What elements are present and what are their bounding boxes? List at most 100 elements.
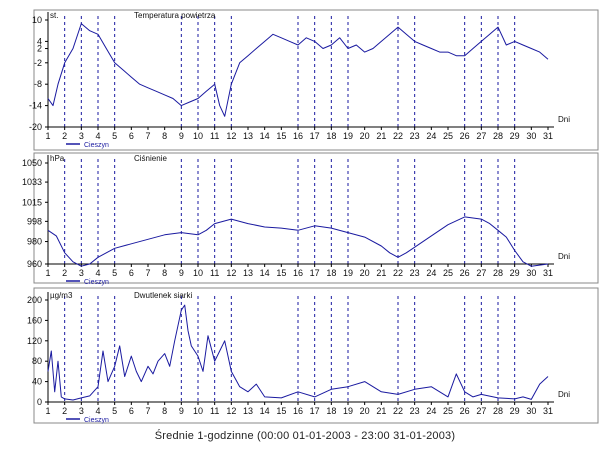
x-tick-label: 11 [210,406,219,416]
x-tick-label: 9 [179,268,184,278]
x-tick-label: 16 [293,131,303,141]
y-tick-label: 998 [27,216,42,226]
x-tick-label: 13 [243,131,253,141]
y-tick-label: 40 [32,377,42,387]
x-tick-label: 4 [95,268,100,278]
x-tick-label: 3 [79,268,84,278]
x-tick-label: 26 [460,406,470,416]
x-tick-label: 7 [145,131,150,141]
x-tick-label: 2 [62,131,67,141]
y-tick-label: 4 [37,36,42,46]
x-axis-label: Dni [558,115,570,124]
x-tick-label: 9 [179,131,184,141]
x-tick-label: 2 [62,268,67,278]
y-tick-label: -20 [29,122,42,132]
x-tick-label: 10 [193,406,203,416]
x-tick-label: 22 [393,268,403,278]
x-tick-label: 28 [493,406,503,416]
x-tick-label: 23 [410,406,420,416]
x-tick-label: 14 [260,406,270,416]
x-tick-label: 4 [95,131,100,141]
x-axis-label: Dni [558,390,570,399]
x-tick-label: 5 [112,268,117,278]
x-tick-label: 14 [260,268,270,278]
x-tick-label: 20 [360,131,370,141]
x-tick-label: 4 [95,406,100,416]
x-tick-label: 13 [243,268,253,278]
series-line [47,23,549,117]
x-tick-label: 6 [129,131,134,141]
y-tick-label: 980 [27,237,42,247]
x-tick-label: 29 [510,268,520,278]
x-tick-label: 31 [543,131,553,141]
y-tick-label: 160 [27,315,42,325]
x-tick-label: 20 [360,406,370,416]
x-tick-label: 8 [162,131,167,141]
footer-caption: Średnie 1-godzinne (00:00 01-01-2003 - 2… [154,430,456,442]
x-tick-label: 7 [145,406,150,416]
x-tick-label: 5 [112,406,117,416]
x-tick-label: 30 [526,131,536,141]
x-tick-label: 18 [326,406,336,416]
x-tick-label: 23 [410,131,420,141]
x-tick-label: 19 [343,131,353,141]
x-tick-label: 5 [112,131,117,141]
x-tick-label: 11 [210,131,219,141]
x-tick-label: 1 [45,406,50,416]
x-tick-label: 18 [326,268,336,278]
x-tick-label: 21 [376,131,386,141]
y-tick-label: 200 [27,295,42,305]
x-tick-label: 15 [276,268,286,278]
legend-label: Cieszyn [84,279,109,286]
y-unit-label: µg/m3 [50,291,73,300]
y-tick-label: 2 [37,44,42,54]
legend-label: Cieszyn [84,417,109,424]
x-tick-label: 17 [310,406,320,416]
y-tick-label: -2 [34,58,42,68]
x-tick-label: 21 [376,406,386,416]
x-tick-label: 17 [310,268,320,278]
x-tick-label: 26 [460,268,470,278]
x-tick-label: 30 [526,268,536,278]
x-tick-label: 22 [393,131,403,141]
x-tick-label: 24 [426,406,436,416]
x-tick-label: 25 [443,406,453,416]
y-tick-label: 120 [27,336,42,346]
x-tick-label: 22 [393,406,403,416]
x-tick-label: 19 [343,268,353,278]
x-tick-label: 31 [543,268,553,278]
x-tick-label: 27 [476,268,486,278]
x-tick-label: 12 [226,406,236,416]
y-tick-label: 1033 [22,177,42,187]
y-tick-label: 0 [37,397,42,407]
y-tick-label: 1015 [22,197,42,207]
x-tick-label: 17 [310,131,320,141]
x-tick-label: 12 [226,268,236,278]
x-tick-label: 21 [376,268,386,278]
x-tick-label: 1 [45,268,50,278]
chart-title: Dwutlenek siarki [134,291,192,300]
x-tick-label: 6 [129,406,134,416]
series-line [47,216,549,267]
x-tick-label: 19 [343,406,353,416]
x-tick-label: 24 [426,131,436,141]
x-tick-label: 6 [129,268,134,278]
x-tick-label: 29 [510,406,520,416]
chart-title: Temperatura powietrza [134,11,216,20]
x-tick-label: 25 [443,131,453,141]
x-tick-label: 29 [510,131,520,141]
x-tick-label: 28 [493,131,503,141]
x-tick-label: 15 [276,131,286,141]
x-tick-label: 20 [360,268,370,278]
x-tick-label: 16 [293,406,303,416]
x-tick-label: 25 [443,268,453,278]
x-tick-label: 24 [426,268,436,278]
x-tick-label: 11 [210,268,219,278]
x-tick-label: 26 [460,131,470,141]
x-tick-label: 9 [179,406,184,416]
x-tick-label: 31 [543,406,553,416]
